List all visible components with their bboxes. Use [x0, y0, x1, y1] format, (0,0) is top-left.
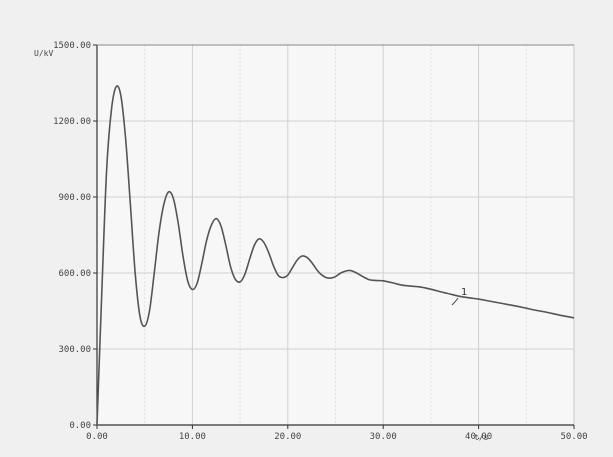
- y-tick-label-5: 1500.00: [53, 41, 91, 51]
- curve-annotation: 1: [461, 287, 467, 298]
- x-unit-label: t/s: [474, 433, 489, 442]
- x-tick-label-0: 0.00: [86, 432, 108, 442]
- x-tick-label-5: 50.00: [560, 432, 587, 442]
- y-tick-label-0: 0.00: [69, 421, 91, 431]
- series-layer: [96, 85, 575, 426]
- tick-labels: 0.00 10.00 20.00 30.00 40.00 50.00 0.00 300.00 6…: [53, 41, 587, 442]
- annotation-leader-line: [451, 297, 459, 306]
- x-tick-label-1: 10.00: [179, 432, 206, 442]
- y-tick-label-2: 600.00: [58, 269, 91, 279]
- y-tick-label-1: 300.00: [58, 345, 91, 355]
- gridlines: [97, 45, 574, 425]
- y-tick-label-3: 900.00: [58, 193, 91, 203]
- y-unit-label: U/kV: [34, 49, 53, 58]
- x-tick-label-4: 40.00: [465, 432, 492, 442]
- axes: [93, 44, 575, 429]
- x-tick-label-3: 30.00: [370, 432, 397, 442]
- y-tick-label-4: 1200.00: [53, 117, 91, 127]
- x-tick-label-2: 20.00: [274, 432, 301, 442]
- series-line-0: [96, 85, 575, 426]
